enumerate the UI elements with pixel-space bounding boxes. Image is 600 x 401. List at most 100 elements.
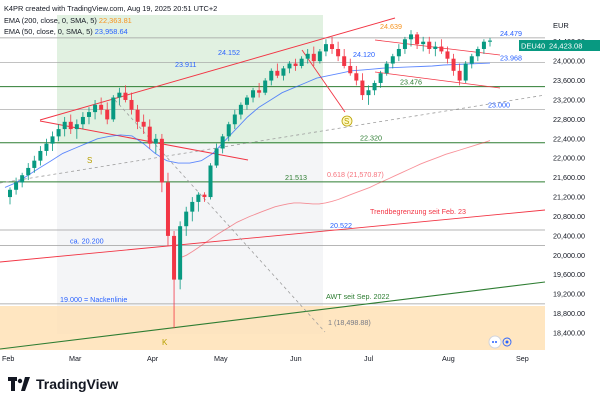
symbol-tag: DEU40 — [521, 42, 545, 51]
candle-body — [214, 148, 219, 166]
candle-body — [281, 68, 286, 76]
jul-wedge-bottom — [374, 71, 501, 89]
x-tick-label: Jul — [364, 354, 374, 363]
candle-body — [330, 44, 335, 49]
trend-lines — [0, 17, 546, 350]
tradingview-brand[interactable]: TradingView — [8, 374, 118, 394]
candle-body — [86, 112, 91, 117]
annotation-awt: AWT seit Sep. 2022 — [326, 292, 390, 301]
y-tick-label: 23,600.00 — [553, 76, 585, 85]
feb-trend-limit — [0, 209, 546, 263]
annotation-24120: 24.120 — [353, 50, 375, 59]
candle-body — [117, 92, 122, 98]
grey-zone — [57, 144, 323, 334]
y-tick-label: 20,000.00 — [553, 251, 585, 260]
candle-body — [8, 189, 12, 198]
candle-body — [159, 138, 164, 183]
candle-body — [390, 56, 395, 64]
resistance-channel-upper — [39, 17, 396, 121]
annotation-23911: 23.911 — [175, 60, 196, 69]
candle-body — [396, 48, 401, 57]
x-tick-label: Sep — [516, 354, 529, 363]
candle-body — [257, 90, 262, 93]
candle-body — [147, 126, 152, 144]
candle-body — [378, 73, 383, 83]
marker-s-1: S — [87, 156, 92, 165]
legend: K4PR created with TradingView.com, Aug 1… — [4, 3, 217, 38]
level-label: 23.476 — [400, 78, 422, 87]
candle-body — [323, 44, 328, 52]
candle-body — [439, 46, 444, 52]
y-tick-label: 20,800.00 — [553, 212, 585, 221]
candle-body — [348, 65, 353, 74]
candle-body — [433, 46, 438, 49]
level-label: ca. 20.200 — [70, 237, 104, 246]
x-tick-label: May — [214, 354, 228, 363]
target-icon[interactable] — [502, 337, 512, 347]
y-tick-label: 20,400.00 — [553, 231, 585, 240]
jul-wedge-top — [374, 39, 501, 56]
candle-body — [299, 58, 304, 66]
level-labels: 24.479 23.968 23.476 23.000 22.320 21.513 20.5… — [60, 29, 522, 304]
candle-body — [463, 63, 468, 81]
candle-body — [14, 182, 19, 190]
legend-created: K4PR created with TradingView.com, Aug 1… — [4, 4, 218, 13]
candle-body — [469, 56, 474, 64]
candle-body — [26, 167, 31, 176]
annotation-trend-feb23: Trendbegrenzung seit Feb. 23 — [370, 207, 466, 216]
candle-body — [74, 124, 79, 130]
candle-body — [269, 70, 274, 81]
candle-body — [311, 53, 316, 62]
ema50-line — [4, 62, 491, 188]
fib-diagonal — [114, 99, 326, 333]
candle-body — [366, 90, 371, 96]
level-label: 23.968 — [500, 54, 522, 63]
candle-body — [208, 165, 213, 198]
candle-body — [80, 116, 85, 125]
candle-body — [123, 92, 128, 100]
candle-body — [488, 40, 492, 42]
level-label: 21.513 — [285, 173, 307, 182]
annotation-24152: 24.152 — [218, 48, 240, 57]
candle-body — [317, 51, 322, 62]
x-tick-label: Feb — [2, 354, 14, 363]
x-tick-label: Apr — [147, 354, 159, 363]
y-tick-label: 18,800.00 — [553, 309, 585, 318]
candle-body — [99, 104, 104, 110]
annotation-24639: 24.639 — [380, 22, 402, 31]
candle-body — [384, 63, 389, 74]
y-axis: 18,400.00 18,800.00 19,200.00 19,600.00 20,0… — [553, 37, 585, 337]
level-lines — [0, 37, 545, 305]
marker-s-2: S — [344, 117, 349, 126]
y-tick-label: 18,400.00 — [553, 329, 585, 338]
candle-body — [20, 175, 25, 183]
candle-body — [342, 56, 347, 66]
candle-body — [251, 90, 256, 98]
y-tick-label: 21,200.00 — [553, 193, 585, 202]
x-tick-label: Mar — [69, 354, 82, 363]
candle-body — [475, 48, 480, 57]
candle-body — [111, 97, 116, 120]
ema50-label: EMA (50, close, 0, SMA, 5) — [4, 27, 93, 36]
candle-body — [238, 104, 243, 115]
candle-body — [402, 39, 407, 49]
settings-dots-icon[interactable] — [488, 335, 502, 349]
level-label: 20.522 — [330, 221, 352, 230]
candle-body — [421, 41, 426, 45]
ema200-value: 22,363.81 — [98, 15, 132, 25]
candle-body — [178, 226, 183, 280]
candle-body — [68, 121, 73, 130]
candle-body — [244, 97, 249, 105]
candle-body — [135, 109, 140, 122]
candle-body — [232, 114, 237, 125]
dashed-support — [0, 94, 546, 184]
y-tick-label: 19,600.00 — [553, 270, 585, 279]
candle-body — [153, 138, 158, 144]
currency-label: EUR — [553, 21, 569, 30]
last-price-tag-bg — [519, 40, 600, 51]
candle-body — [354, 73, 359, 81]
candle-body — [481, 41, 486, 49]
candle-body — [293, 63, 298, 66]
candle-body — [263, 80, 268, 93]
